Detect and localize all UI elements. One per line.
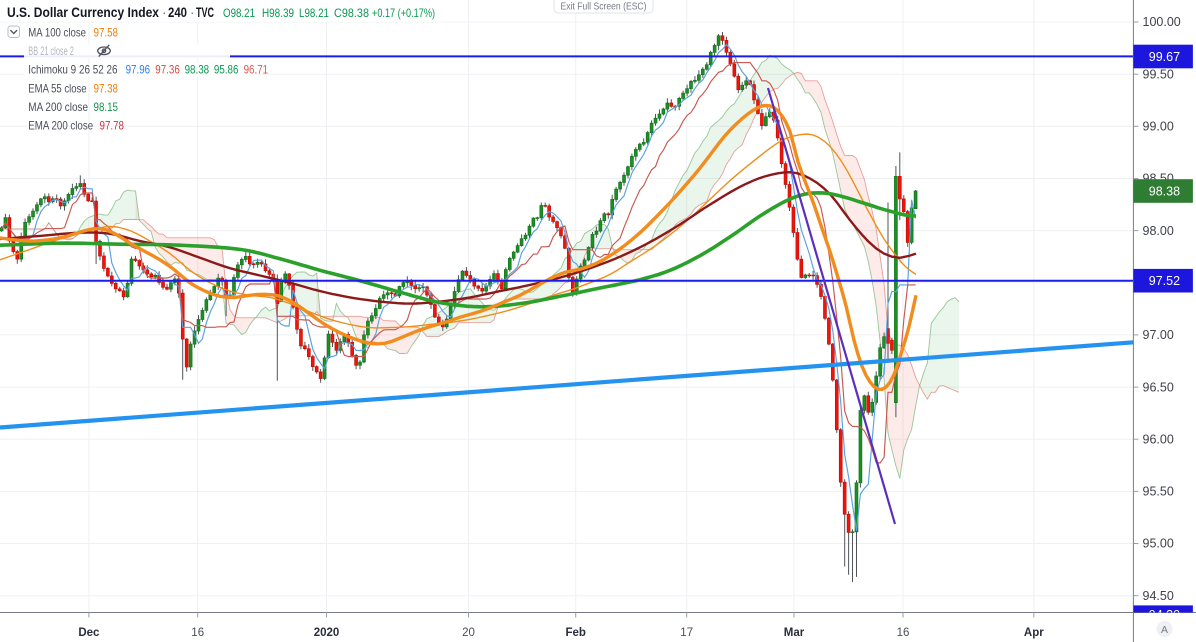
svg-text:Ichimoku 9 26 52 26: Ichimoku 9 26 52 26 bbox=[28, 63, 117, 77]
svg-text:EMA 200 close: EMA 200 close bbox=[28, 119, 93, 133]
svg-text:97.00: 97.00 bbox=[1143, 328, 1174, 342]
svg-text:O98.21: O98.21 bbox=[223, 6, 255, 20]
svg-text:16: 16 bbox=[191, 627, 204, 639]
svg-text:97.58: 97.58 bbox=[94, 26, 119, 40]
svg-text:96.71: 96.71 bbox=[244, 63, 269, 77]
svg-text:99.67: 99.67 bbox=[1149, 50, 1180, 64]
svg-text:Feb: Feb bbox=[565, 627, 585, 639]
svg-text:Dec: Dec bbox=[78, 627, 100, 639]
svg-text:99.00: 99.00 bbox=[1143, 120, 1174, 134]
svg-text:Exit Full Screen (ESC): Exit Full Screen (ESC) bbox=[561, 1, 647, 13]
svg-text:A: A bbox=[1161, 624, 1168, 636]
svg-text:MA 100 close: MA 100 close bbox=[28, 26, 86, 40]
svg-text:97.96: 97.96 bbox=[126, 63, 151, 77]
svg-text:17: 17 bbox=[680, 627, 693, 639]
svg-text:99.50: 99.50 bbox=[1143, 67, 1174, 81]
svg-text:EMA 55 close: EMA 55 close bbox=[28, 81, 87, 95]
svg-text:98.00: 98.00 bbox=[1143, 224, 1174, 238]
svg-text:98.38: 98.38 bbox=[185, 63, 210, 77]
svg-text:·: · bbox=[190, 5, 195, 20]
svg-text:94.30: 94.30 bbox=[1149, 608, 1180, 622]
svg-text:Apr: Apr bbox=[1024, 627, 1044, 639]
svg-text:+0.17 (+0.17%): +0.17 (+0.17%) bbox=[372, 6, 435, 20]
svg-text:20: 20 bbox=[462, 627, 475, 639]
svg-text:95.50: 95.50 bbox=[1143, 485, 1174, 499]
svg-text:96.00: 96.00 bbox=[1143, 432, 1174, 446]
svg-text:98.38: 98.38 bbox=[1149, 185, 1180, 199]
svg-text:94.50: 94.50 bbox=[1143, 589, 1174, 603]
svg-text:·: · bbox=[162, 5, 167, 20]
svg-text:MA 200 close: MA 200 close bbox=[28, 100, 88, 114]
svg-text:97.78: 97.78 bbox=[100, 119, 125, 133]
svg-text:Mar: Mar bbox=[784, 627, 805, 639]
svg-text:16: 16 bbox=[897, 627, 910, 639]
svg-text:2020: 2020 bbox=[314, 627, 340, 639]
svg-text:L98.21: L98.21 bbox=[299, 6, 329, 20]
svg-text:97.36: 97.36 bbox=[155, 63, 180, 77]
svg-text:240: 240 bbox=[168, 5, 187, 20]
svg-text:TVC: TVC bbox=[196, 5, 214, 20]
svg-text:97.52: 97.52 bbox=[1149, 274, 1180, 288]
svg-text:97.38: 97.38 bbox=[94, 81, 119, 95]
svg-text:95.00: 95.00 bbox=[1143, 537, 1174, 551]
svg-text:100.00: 100.00 bbox=[1143, 15, 1181, 29]
svg-text:C98.38: C98.38 bbox=[334, 6, 369, 20]
svg-text:BB 21 close 2: BB 21 close 2 bbox=[28, 44, 74, 58]
svg-text:U.S. Dollar Currency Index: U.S. Dollar Currency Index bbox=[7, 5, 159, 20]
svg-text:H98.39: H98.39 bbox=[262, 6, 294, 20]
svg-text:95.86: 95.86 bbox=[214, 63, 239, 77]
svg-text:96.50: 96.50 bbox=[1143, 380, 1174, 394]
svg-text:98.15: 98.15 bbox=[94, 100, 119, 114]
